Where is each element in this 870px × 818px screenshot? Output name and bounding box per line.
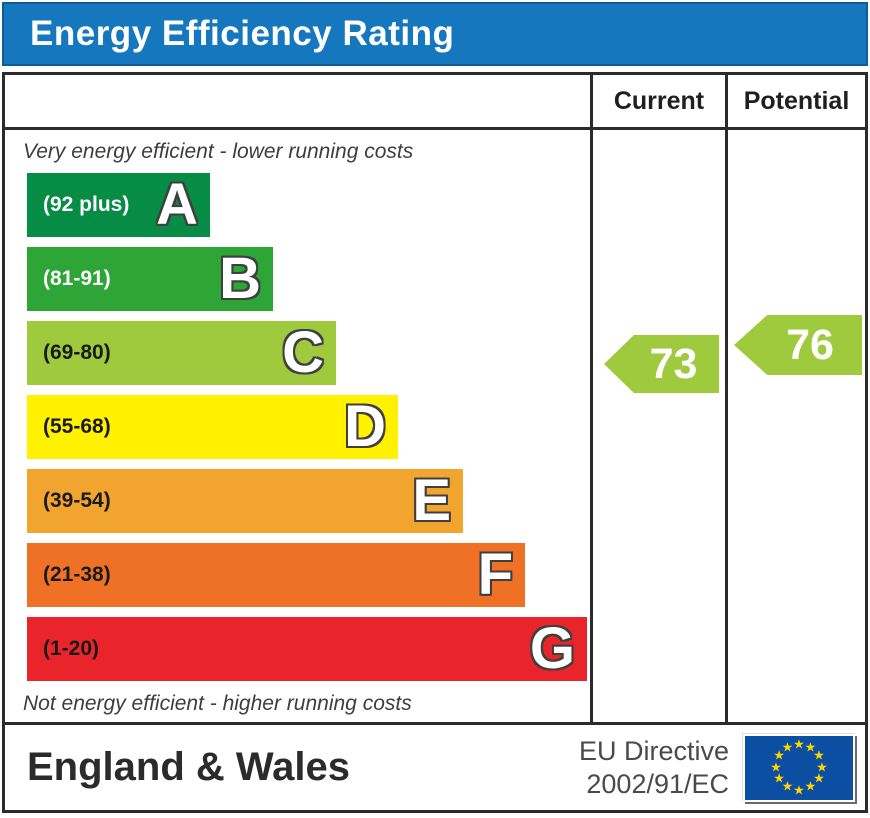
- band-letter: D: [344, 394, 386, 459]
- band-range-label: (81-91): [43, 267, 111, 290]
- eu-flag-star: ★: [781, 740, 794, 756]
- band-letter: C: [282, 320, 324, 385]
- band-bar-e: (39-54) E: [27, 469, 463, 533]
- band-row-a: (92 plus) A: [5, 168, 590, 242]
- eu-flag-star: ★: [804, 740, 817, 756]
- eu-flag-star: ★: [781, 779, 794, 795]
- band-range-label: (21-38): [43, 563, 111, 586]
- column-divider: [590, 130, 593, 722]
- eu-flag-star: ★: [773, 748, 785, 764]
- rating-scale: Very energy efficient - lower running co…: [5, 130, 590, 722]
- rating-bands: (92 plus) A (81-91) B (69-80) C (55-68) D (39-54…: [5, 168, 590, 686]
- footer-divider: [5, 722, 865, 725]
- eu-flag-star: ★: [770, 760, 782, 775]
- page-title-bar: Energy Efficiency Rating: [2, 2, 868, 66]
- chart-corner-cell: [5, 75, 590, 127]
- band-bar-a: (92 plus) A: [27, 173, 210, 237]
- current-rating-value: 73: [649, 339, 698, 388]
- eu-flag-star: ★: [816, 760, 828, 775]
- eu-flag-icon: ★ ★ ★ ★ ★ ★ ★ ★ ★ ★ ★ ★: [743, 733, 855, 802]
- footer: England & Wales EU Directive 2002/91/EC …: [5, 725, 865, 810]
- band-letter: E: [412, 468, 451, 533]
- band-bar-f: (21-38) F: [27, 543, 525, 607]
- band-range-label: (39-54): [43, 489, 111, 512]
- header-underline: [5, 127, 865, 130]
- epc-rating-table: Current Potential Very energy efficient …: [2, 72, 868, 813]
- band-bar-c: (69-80) C: [27, 321, 336, 385]
- column-divider: [725, 130, 728, 722]
- caption-not-efficient: Not energy efficient - higher running co…: [23, 692, 412, 715]
- band-row-c: (69-80) C: [5, 316, 590, 390]
- band-row-g: (1-20) G: [5, 612, 590, 686]
- band-letter: A: [156, 172, 198, 237]
- band-range-label: (69-80): [43, 341, 111, 364]
- caption-efficient: Very energy efficient - lower running co…: [23, 140, 414, 163]
- potential-rating-arrow: 76: [734, 315, 862, 375]
- band-row-e: (39-54) E: [5, 464, 590, 538]
- potential-rating-cell: 76: [728, 130, 865, 722]
- eu-directive-line1: EU Directive: [578, 735, 729, 766]
- band-bar-d: (55-68) D: [27, 395, 398, 459]
- potential-rating-value: 76: [786, 320, 834, 369]
- page-title: Energy Efficiency Rating: [30, 14, 455, 53]
- current-rating-arrow: 73: [604, 335, 719, 393]
- band-letter: B: [219, 246, 261, 311]
- band-row-f: (21-38) F: [5, 538, 590, 612]
- band-range-label: (92 plus): [43, 193, 130, 216]
- current-rating-cell: 73: [593, 130, 725, 722]
- band-range-label: (55-68): [43, 415, 111, 438]
- band-letter: G: [529, 616, 575, 681]
- current-column-header: Current: [593, 75, 725, 127]
- potential-column-header: Potential: [728, 75, 865, 127]
- eu-flag-star: ★: [793, 783, 805, 798]
- band-range-label: (1-20): [43, 637, 100, 660]
- eu-flag-star: ★: [813, 771, 825, 787]
- band-bar-b: (81-91) B: [27, 247, 273, 311]
- band-bar-g: (1-20) G: [27, 617, 587, 681]
- band-row-b: (81-91) B: [5, 242, 590, 316]
- region-label: England & Wales: [27, 745, 351, 789]
- eu-directive-line2: 2002/91/EC: [586, 768, 729, 799]
- eu-flag-star: ★: [773, 771, 785, 787]
- eu-flag-star: ★: [813, 748, 825, 764]
- eu-flag-star: ★: [793, 737, 805, 752]
- column-divider: [725, 75, 728, 127]
- band-row-d: (55-68) D: [5, 390, 590, 464]
- band-letter: F: [477, 542, 513, 607]
- eu-flag-star: ★: [804, 779, 817, 795]
- eu-directive-label: EU Directive 2002/91/EC: [579, 735, 729, 801]
- column-divider: [590, 75, 593, 127]
